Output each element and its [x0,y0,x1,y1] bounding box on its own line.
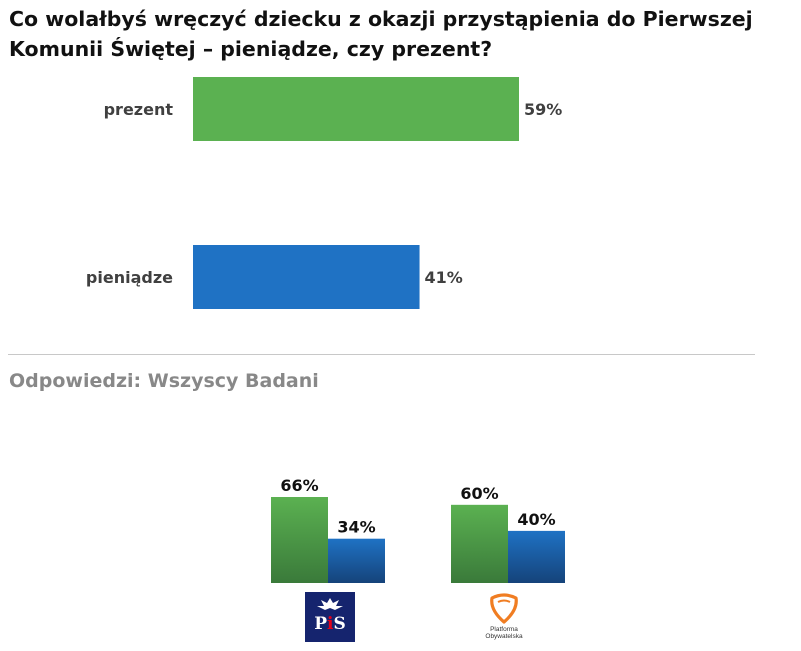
value-label-prezent: 59% [524,100,562,119]
bar-prezent [193,77,519,141]
bar-pieniadze [193,245,420,309]
pis-logo-letter-s: S [333,614,346,634]
main-bar-chart: prezent 59% pieniądze 41% [86,77,562,309]
party-bar-chart: 66% 34% 60% 40% [271,476,565,583]
value-label-pis-series-2: 34% [337,518,375,537]
po-logo: Platforma Obywatelska [478,592,530,644]
bar-pis-series-1 [271,497,328,583]
divider [8,354,755,355]
po-logo-line1: Platforma [490,626,518,633]
value-label-pis-series-1: 66% [280,476,318,495]
value-label-po-series-2: 40% [517,510,555,529]
bar-po-series-1 [451,504,508,583]
category-label-prezent: prezent [104,100,174,119]
pis-logo-letter-p: P [314,614,328,634]
value-label-po-series-1: 60% [460,484,498,503]
value-label-pieniadze: 41% [425,268,463,287]
bar-pis-series-2 [328,538,385,583]
po-logo-line2: Obywatelska [485,633,523,640]
respondents-subtitle: Odpowiedzi: Wszyscy Badani [9,370,319,392]
pis-logo-letter-i: i [327,614,334,634]
eagle-icon [317,598,343,610]
pis-logo: PiS [305,592,355,642]
chart-title: Co wolałbyś wręczyć dziecku z okazji prz… [9,7,753,61]
bar-po-series-2 [508,530,565,583]
category-label-pieniadze: pieniądze [86,268,173,287]
po-heart-icon [490,593,518,624]
